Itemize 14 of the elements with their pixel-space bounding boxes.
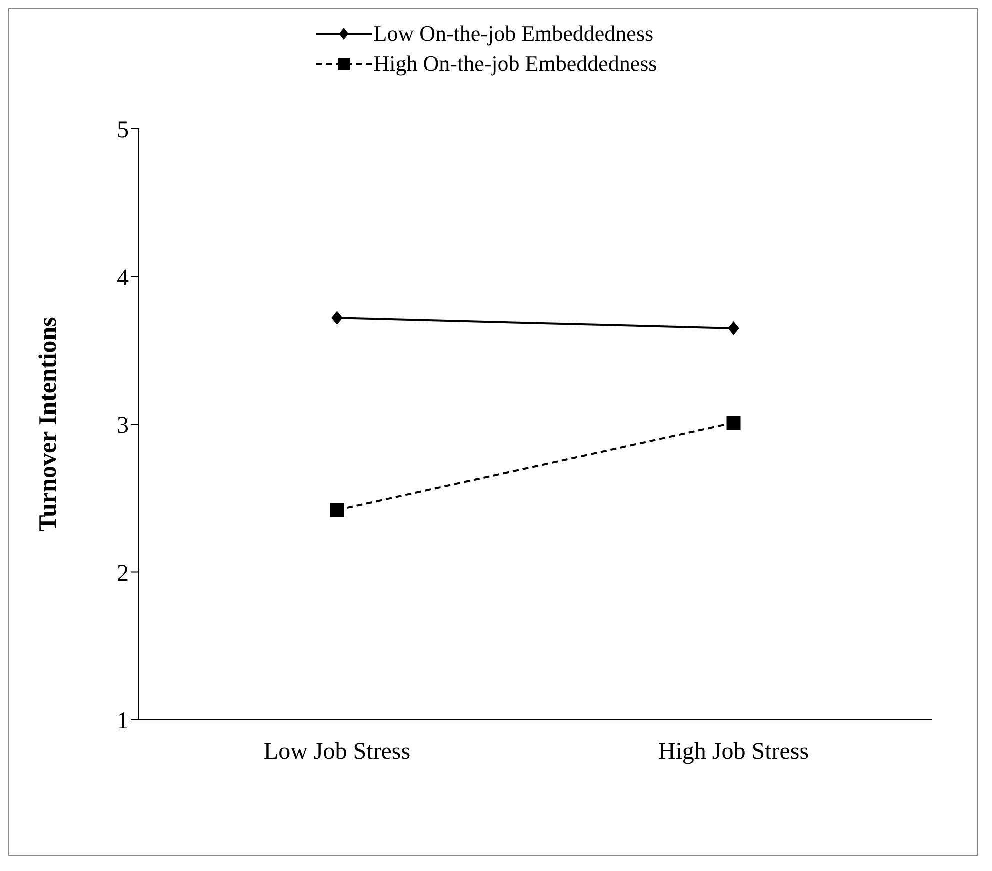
y-tick-label: 2 (117, 560, 129, 587)
y-tick-label: 3 (117, 413, 129, 440)
point (332, 311, 343, 326)
x-tick-label: High Job Stress (658, 739, 810, 766)
y-tick-label: 4 (117, 265, 129, 292)
y-axis-title: Turnover Intentions (34, 316, 62, 532)
point (728, 321, 740, 336)
x-tick-label: Low Job Stress (264, 739, 411, 766)
point (726, 416, 741, 430)
y-tick-label: 5 (117, 118, 129, 144)
point (330, 503, 344, 518)
legend-label: Low On-the-job Embeddedness (374, 21, 654, 47)
y-tick-label: 1 (117, 708, 129, 735)
legend-label: High On-the-job Embeddedness (374, 51, 658, 77)
